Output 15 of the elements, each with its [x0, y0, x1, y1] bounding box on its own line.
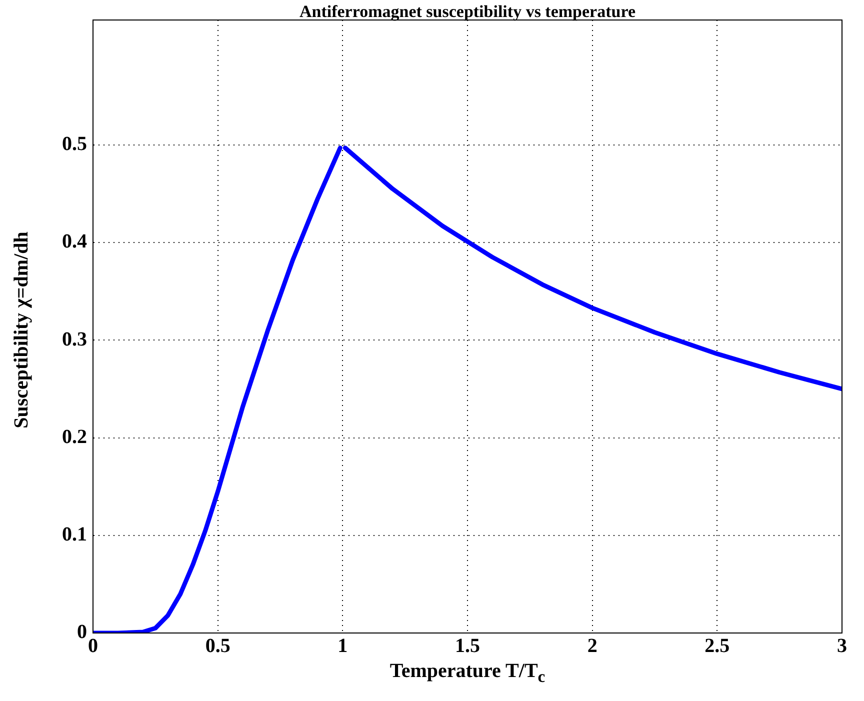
x-tick-label: 2.5	[704, 635, 730, 658]
x-tick-label: 1	[338, 635, 348, 658]
x-tick-label: 2	[587, 635, 598, 658]
y-tick-label: 0.1	[62, 524, 87, 546]
y-tick-label: 0.3	[62, 328, 87, 350]
y-tick-label: 0	[77, 621, 87, 644]
y-axis-title: Susceptibility χ=dm/dh	[10, 232, 34, 428]
x-axis-title: Temperature T/T$_{c}$	[388, 660, 546, 687]
chart-title: Antiferromagnet susceptibility vs temperature	[298, 2, 636, 22]
x-tick-label: 1.5	[455, 635, 480, 658]
y-tick-label: 0.2	[62, 426, 87, 448]
x-tick-label: 3	[837, 635, 847, 658]
y-tick-label: 0.5	[62, 133, 87, 156]
x-tick-label: 0.5	[205, 635, 230, 658]
y-tick-label: 0.4	[62, 230, 87, 253]
